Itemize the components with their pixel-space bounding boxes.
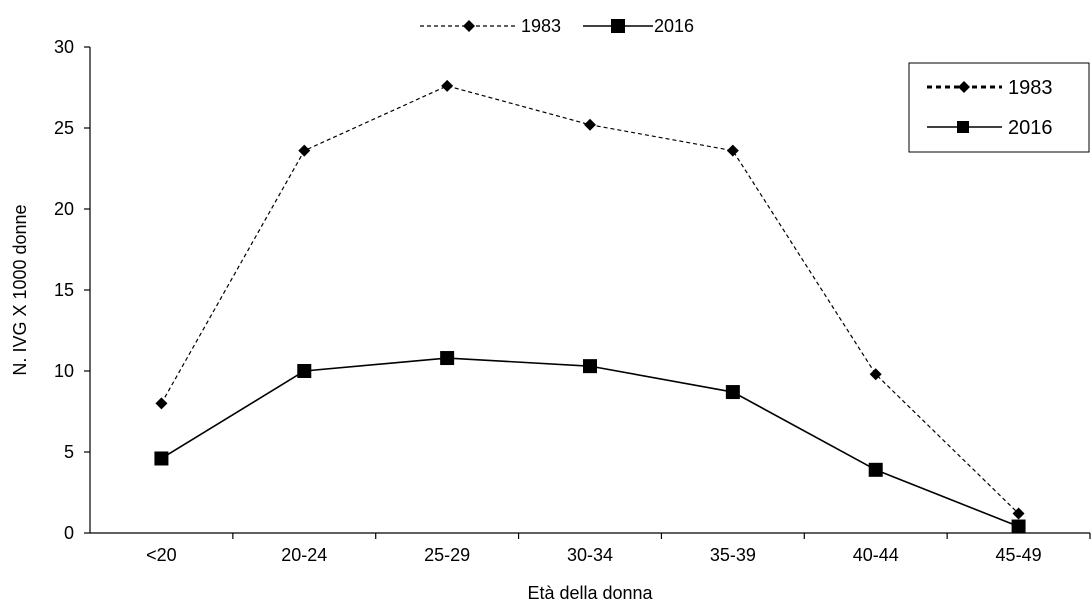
data-point-1983: [726, 144, 739, 157]
x-tick-label: 30-34: [567, 545, 613, 565]
y-tick-label: 25: [54, 118, 74, 138]
legend-box-item-2016: 2016: [927, 117, 1053, 139]
legend-box-marker-square: [957, 121, 969, 133]
series-layer: [154, 79, 1026, 534]
y-tick-label: 5: [64, 442, 74, 462]
legend-top-marker-square: [611, 19, 625, 33]
data-point-1983: [869, 368, 882, 381]
series-2016: [154, 351, 1026, 534]
x-ticks: <20 20-24 25-29 30-34 35-39 40-44 45-49: [146, 533, 1091, 565]
data-point-1983: [155, 397, 168, 410]
x-axis-title: Età della donna: [527, 583, 653, 603]
data-point-2016: [583, 359, 597, 374]
x-tick-label: <20: [146, 545, 177, 565]
legend-box-marker-diamond: [958, 81, 970, 93]
y-tick-label: 0: [64, 523, 74, 543]
data-point-2016: [440, 351, 455, 366]
legend-top-item-2016: 2016: [583, 16, 694, 36]
data-point-1983: [584, 118, 596, 131]
data-point-1983: [298, 144, 311, 157]
y-tick-label: 10: [54, 361, 74, 381]
legend-box-item-1983: 1983: [927, 77, 1053, 99]
x-tick-label: 25-29: [424, 545, 470, 565]
legend-top-label-1983: 1983: [521, 16, 561, 36]
data-point-2016: [154, 451, 169, 466]
data-point-2016: [297, 364, 312, 378]
data-point-2016: [1011, 519, 1026, 534]
series-1983: [155, 79, 1025, 520]
x-tick-label: 45-49: [996, 545, 1042, 565]
y-tick-label: 15: [54, 280, 74, 300]
series-line-2016: [161, 357, 1019, 528]
legend-top: 1983 2016: [420, 16, 694, 36]
legend-box-label-2016: 2016: [1008, 117, 1053, 139]
y-axis-title: N. IVG X 1000 donne: [10, 204, 30, 375]
x-tick-label: 20-24: [281, 545, 327, 565]
y-tick-label: 30: [54, 37, 74, 57]
y-ticks: 0 5 10 15 20 25 30: [54, 37, 90, 543]
legend-box-label-1983: 1983: [1008, 77, 1053, 99]
y-tick-label: 20: [54, 199, 74, 219]
legend-top-label-2016: 2016: [654, 16, 694, 36]
series-line-1983: [160, 85, 1019, 514]
legend-box-frame: [908, 62, 1090, 153]
legend-top-item-1983: 1983: [420, 16, 561, 36]
x-tick-label: 40-44: [853, 545, 899, 565]
x-tick-label: 35-39: [710, 545, 756, 565]
data-point-2016: [725, 385, 740, 400]
legend-box: 1983 2016: [908, 62, 1090, 153]
data-point-1983: [441, 79, 454, 92]
legend-top-marker-diamond: [463, 20, 475, 32]
data-point-1983: [1012, 507, 1025, 520]
data-point-2016: [868, 462, 883, 477]
